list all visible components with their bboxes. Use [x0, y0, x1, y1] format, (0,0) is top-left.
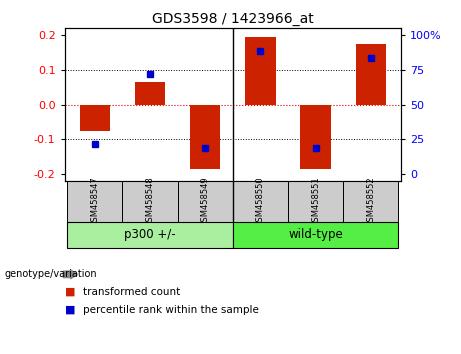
Text: GSM458550: GSM458550	[256, 176, 265, 227]
Text: p300 +/-: p300 +/-	[124, 228, 176, 241]
Bar	[67, 222, 233, 248]
Text: genotype/variation: genotype/variation	[5, 269, 97, 279]
Text: transformed count: transformed count	[83, 287, 180, 297]
Bar	[80, 105, 110, 131]
Bar	[67, 181, 123, 222]
Bar	[135, 82, 165, 105]
Bar	[123, 181, 177, 222]
Text: GSM458547: GSM458547	[90, 176, 100, 227]
Title: GDS3598 / 1423966_at: GDS3598 / 1423966_at	[152, 12, 313, 26]
FancyArrow shape	[63, 270, 77, 279]
Bar	[288, 181, 343, 222]
Text: percentile rank within the sample: percentile rank within the sample	[83, 305, 259, 315]
Bar	[301, 105, 331, 169]
Bar	[233, 181, 288, 222]
Bar	[177, 181, 233, 222]
Bar	[190, 105, 220, 169]
Bar	[233, 222, 398, 248]
Text: GSM458552: GSM458552	[366, 176, 375, 227]
Bar	[245, 37, 276, 105]
Text: wild-type: wild-type	[288, 228, 343, 241]
Bar	[343, 181, 398, 222]
Text: GSM458549: GSM458549	[201, 176, 210, 227]
Text: GSM458548: GSM458548	[146, 176, 154, 227]
Text: ■: ■	[65, 305, 75, 315]
Bar	[355, 44, 386, 105]
Text: GSM458551: GSM458551	[311, 176, 320, 227]
Text: ■: ■	[65, 287, 75, 297]
